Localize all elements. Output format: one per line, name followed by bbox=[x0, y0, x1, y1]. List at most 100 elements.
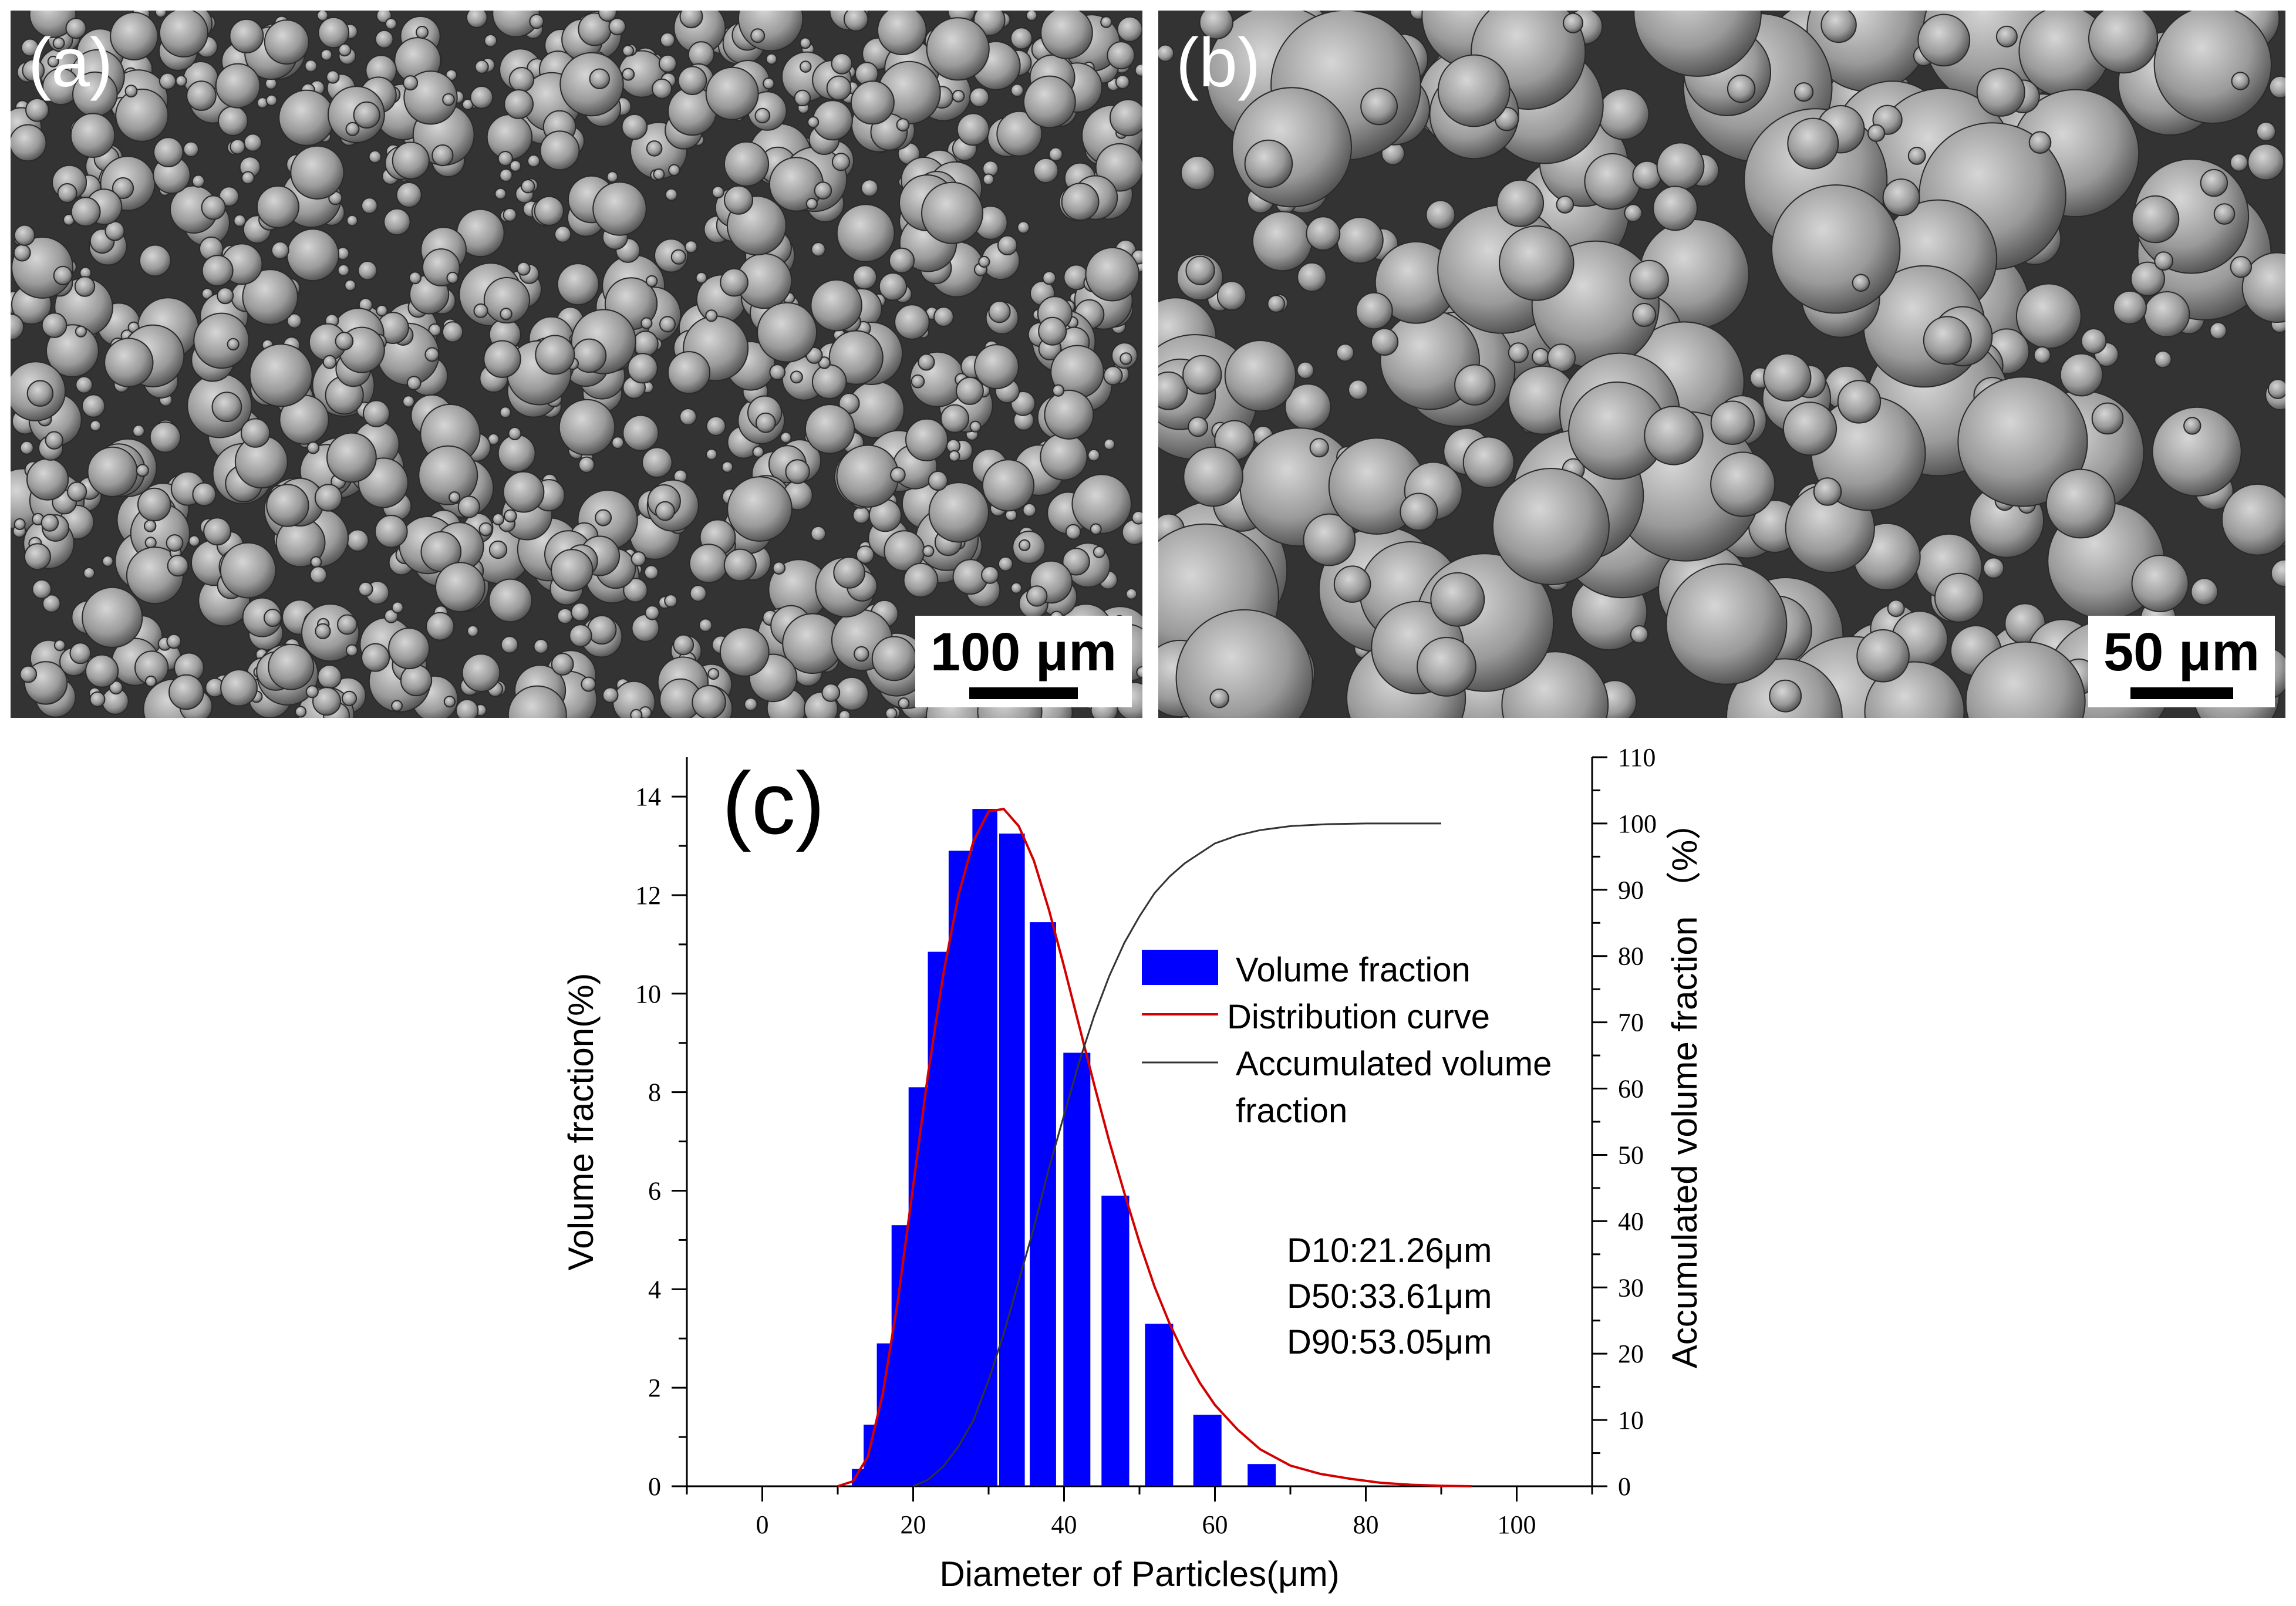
particle bbox=[426, 612, 455, 641]
y2-tick-label: 100 bbox=[1618, 809, 1657, 838]
particle bbox=[871, 636, 917, 681]
particle bbox=[2247, 143, 2285, 181]
particle bbox=[1061, 183, 1100, 221]
particle bbox=[2081, 328, 2107, 354]
particle bbox=[89, 420, 102, 432]
particle bbox=[1048, 147, 1063, 162]
particle bbox=[643, 565, 659, 580]
particle bbox=[2154, 350, 2172, 369]
particle bbox=[1769, 679, 1802, 713]
particle bbox=[22, 59, 45, 82]
particle bbox=[2028, 131, 2052, 154]
particle bbox=[345, 122, 360, 136]
particle bbox=[598, 11, 617, 22]
particle bbox=[750, 28, 766, 43]
particle bbox=[346, 529, 369, 552]
bar bbox=[1101, 1195, 1130, 1486]
particle bbox=[611, 436, 625, 450]
particle bbox=[337, 264, 350, 276]
particle bbox=[375, 29, 394, 49]
particle bbox=[595, 509, 612, 527]
particle bbox=[2131, 195, 2180, 244]
bar bbox=[999, 834, 1025, 1486]
particle bbox=[492, 513, 505, 525]
x-tick-label: 0 bbox=[756, 1510, 769, 1539]
particle bbox=[166, 633, 182, 649]
particle bbox=[1710, 400, 1755, 445]
particle bbox=[478, 522, 493, 537]
particle bbox=[645, 605, 660, 620]
particle bbox=[494, 187, 507, 200]
particle bbox=[1508, 342, 1529, 363]
particle bbox=[316, 11, 329, 22]
particle bbox=[707, 668, 720, 680]
particle bbox=[843, 11, 869, 32]
particle bbox=[752, 446, 764, 458]
particle bbox=[29, 11, 77, 38]
particle bbox=[885, 707, 898, 718]
particle bbox=[1633, 11, 1762, 77]
legend-label: Distribution curve bbox=[1227, 998, 1490, 1036]
particle bbox=[1462, 436, 1515, 488]
particle bbox=[82, 394, 106, 418]
particle bbox=[1632, 303, 1657, 327]
particle bbox=[1425, 200, 1456, 230]
particle bbox=[554, 225, 572, 243]
particle bbox=[622, 45, 635, 57]
scale-bar-label-a: 100 μm bbox=[930, 622, 1117, 682]
particle bbox=[217, 287, 234, 305]
particle bbox=[46, 324, 99, 377]
particle bbox=[658, 54, 677, 73]
particle bbox=[317, 664, 342, 689]
y2-tick-label: 30 bbox=[1618, 1273, 1644, 1302]
particle bbox=[13, 244, 31, 262]
particle bbox=[1437, 54, 1511, 127]
particle bbox=[504, 89, 534, 119]
particle bbox=[473, 303, 488, 318]
particle bbox=[836, 444, 899, 508]
legend-label: fraction bbox=[1236, 1092, 1347, 1130]
particle bbox=[529, 14, 544, 29]
particle bbox=[2213, 203, 2236, 225]
particle bbox=[1306, 216, 1341, 251]
particle bbox=[1052, 384, 1065, 397]
particle bbox=[1183, 446, 1243, 507]
particle bbox=[492, 11, 540, 38]
particle bbox=[878, 272, 908, 301]
particle bbox=[82, 586, 143, 649]
x-axis-label: Diameter of Particles(μm) bbox=[939, 1554, 1339, 1594]
particle bbox=[551, 549, 594, 592]
particle bbox=[692, 685, 726, 718]
particle bbox=[689, 585, 707, 602]
particle bbox=[1771, 184, 1901, 314]
y2-tick-label: 80 bbox=[1618, 942, 1644, 971]
particle bbox=[1934, 572, 1984, 623]
x-tick-label: 80 bbox=[1353, 1510, 1379, 1539]
particle bbox=[940, 404, 969, 433]
particle bbox=[137, 487, 171, 522]
particle bbox=[75, 325, 87, 338]
particle bbox=[385, 18, 397, 30]
particle bbox=[241, 171, 255, 185]
particle bbox=[166, 534, 184, 552]
y2-tick-label: 90 bbox=[1618, 876, 1644, 905]
particle bbox=[1267, 295, 1285, 313]
particle bbox=[65, 18, 87, 39]
particle bbox=[201, 255, 234, 287]
particle bbox=[921, 181, 983, 244]
particle bbox=[911, 374, 925, 389]
particle bbox=[227, 338, 240, 351]
y-tick-label: 6 bbox=[648, 1176, 661, 1205]
particle bbox=[153, 137, 184, 167]
particle bbox=[652, 78, 673, 99]
particle bbox=[1158, 44, 1175, 62]
particle bbox=[1820, 11, 1857, 43]
particle bbox=[646, 140, 663, 157]
particle-size-chart: 0 20 40 60 80 100 0 2 4 6 8 10 12 14 0 10 20 30 40 50 60 70 80… bbox=[0, 728, 2296, 1606]
particle bbox=[1907, 147, 1926, 165]
particle bbox=[821, 683, 841, 702]
particle bbox=[11, 124, 47, 162]
particle bbox=[833, 556, 865, 589]
particle bbox=[699, 618, 713, 632]
particle bbox=[456, 699, 479, 718]
